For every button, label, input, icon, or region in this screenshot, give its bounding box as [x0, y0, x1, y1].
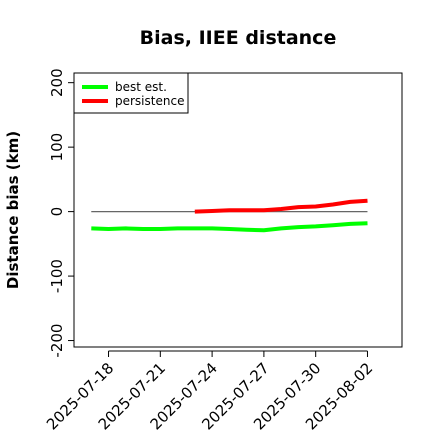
legend-label-best-est: best est.	[115, 80, 167, 94]
legend-label-persistence: persistence	[115, 94, 184, 108]
y-tick-label: 200	[48, 68, 66, 97]
legend: best est. persistence	[73, 72, 189, 114]
series-layer	[91, 198, 368, 233]
chart-title: Bias, IIEE distance	[140, 27, 337, 49]
series-line-best-est	[91, 221, 368, 233]
y-tick-label: 0	[48, 207, 66, 217]
y-tick-label: -100	[48, 259, 66, 293]
y-tick-label: 100	[48, 133, 66, 162]
plot-area-border	[73, 72, 403, 348]
x-axis: 2025-07-182025-07-212025-07-242025-07-27…	[43, 350, 376, 433]
y-axis: -200 -100 0 100 200	[48, 68, 74, 358]
series-line-persistence	[194, 198, 368, 214]
y-axis-label: Distance bias (km)	[4, 131, 22, 289]
y-tick-label: -200	[48, 324, 66, 358]
legend-box	[73, 72, 189, 114]
